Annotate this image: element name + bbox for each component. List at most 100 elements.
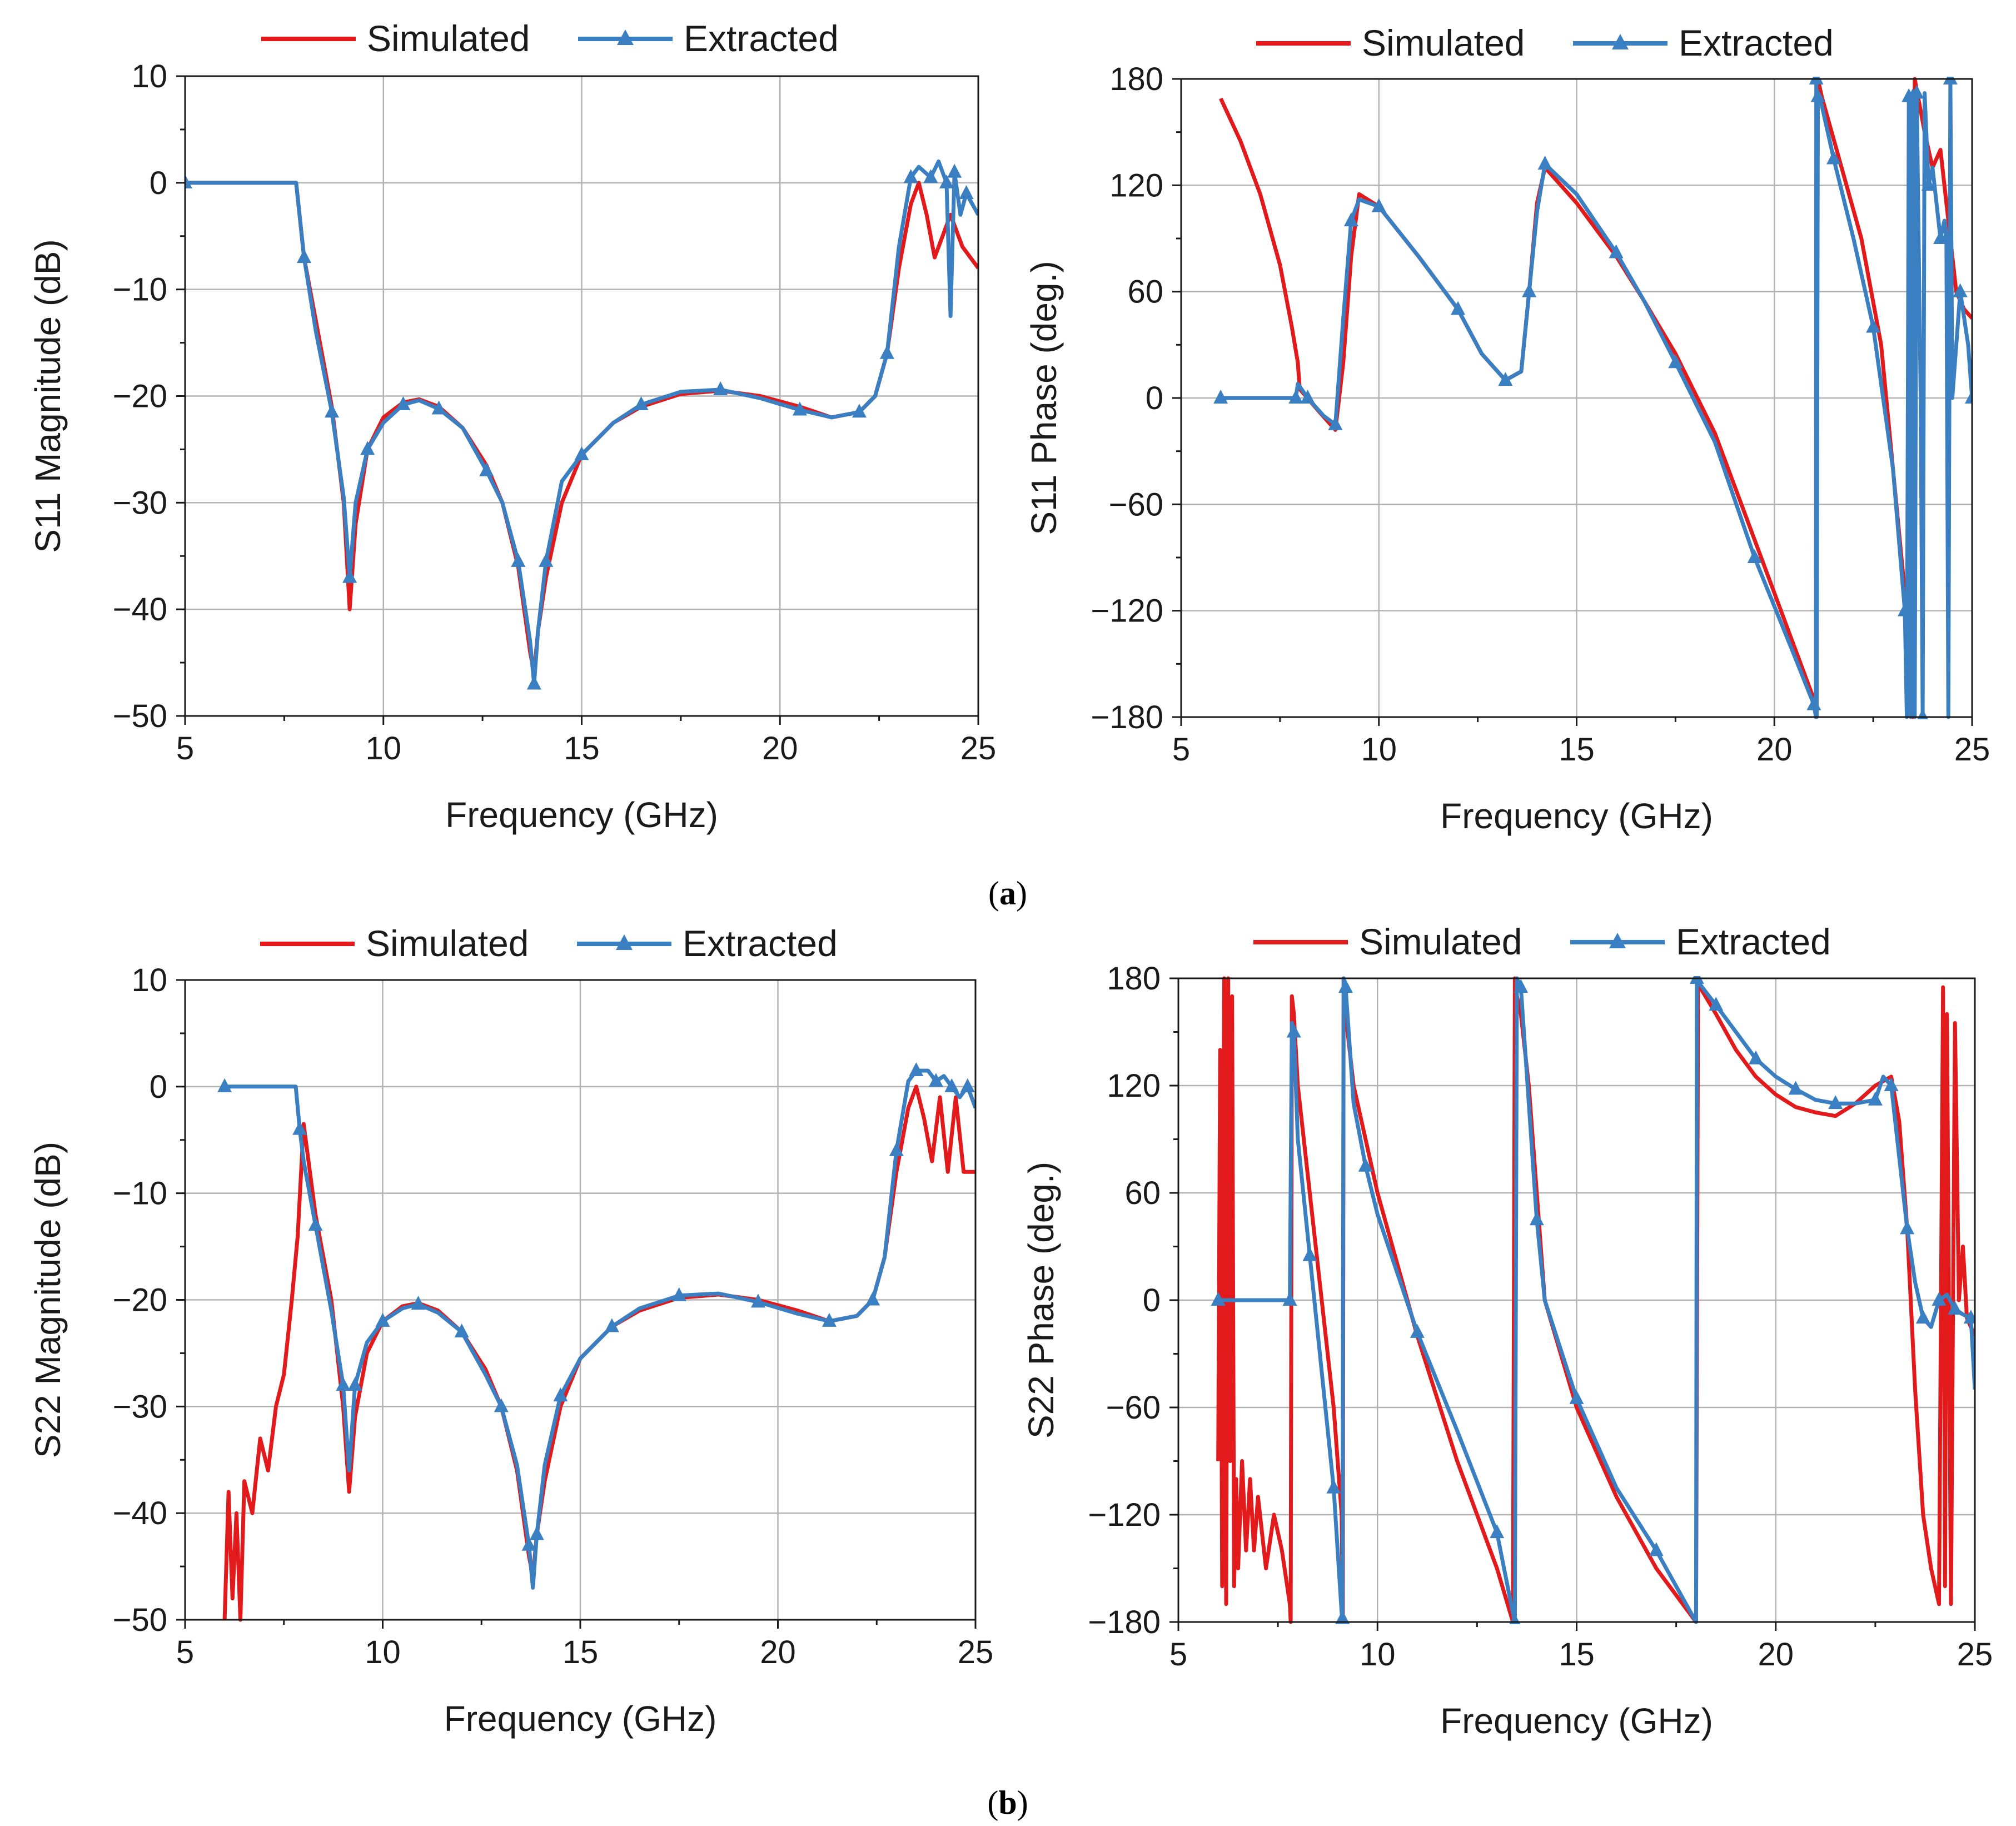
legend-marker: [617, 29, 634, 45]
data-point-marker: [526, 675, 541, 690]
data-point-marker: [1328, 416, 1343, 430]
x-tick-label: 5: [1172, 732, 1190, 768]
data-point-marker: [1900, 1220, 1915, 1235]
legend: Simulated Extracted: [1253, 921, 1831, 962]
legend: Simulated Extracted: [261, 18, 839, 59]
x-tick-label: 15: [564, 730, 600, 767]
data-point-marker: [1915, 1310, 1930, 1324]
x-tick-label: 5: [1169, 1636, 1187, 1673]
y-tick-label: 180: [1107, 961, 1161, 997]
data-point-marker: [1932, 1292, 1947, 1306]
data-point-marker: [960, 1078, 975, 1092]
data-point-marker: [822, 1312, 837, 1327]
data-point-marker: [1522, 283, 1537, 297]
y-tick-label: −50: [113, 698, 167, 734]
data-point-marker: [396, 396, 411, 410]
data-point-marker: [1326, 1479, 1341, 1494]
data-point-marker: [671, 1287, 686, 1301]
data-point-marker: [1689, 976, 1704, 984]
data-point-marker: [360, 441, 375, 455]
y-tick-label: −30: [113, 1389, 167, 1425]
legend: Simulated Extracted: [1256, 22, 1834, 63]
data-point-marker: [1898, 602, 1913, 616]
data-point-marker: [1963, 1310, 1975, 1324]
plot-area: [185, 160, 978, 690]
data-point-marker: [308, 1217, 323, 1231]
data-point-marker: [792, 401, 807, 416]
data-point-marker: [539, 553, 554, 567]
legend-marker: [1609, 933, 1626, 948]
plot-frame: [1177, 977, 1976, 1623]
legend-marker: [1612, 34, 1629, 49]
data-point-marker: [411, 1296, 426, 1310]
y-tick-label: −40: [113, 1495, 167, 1531]
x-tick-label: 25: [958, 1634, 994, 1670]
y-tick-label: −60: [1106, 1390, 1161, 1426]
y-tick-label: −180: [1088, 1604, 1161, 1640]
y-tick-label: 0: [150, 1069, 167, 1105]
y-tick-label: 120: [1107, 1068, 1161, 1104]
data-point-marker: [1909, 84, 1924, 99]
y-tick-label: 60: [1127, 274, 1163, 310]
data-point-marker: [521, 1536, 536, 1551]
data-point-marker: [297, 249, 312, 263]
data-point-marker: [1788, 1081, 1803, 1095]
y-tick-label: −10: [113, 1176, 167, 1212]
data-point-marker: [1921, 177, 1936, 191]
x-tick-label: 20: [1758, 1636, 1794, 1673]
data-point-marker: [1569, 1390, 1584, 1404]
x-tick-label: 25: [1957, 1636, 1993, 1673]
plot-frame: [184, 979, 977, 1621]
x-tick-label: 5: [176, 1634, 194, 1670]
data-point-marker: [511, 553, 526, 567]
x-tick-label: 20: [760, 1634, 796, 1670]
data-point-marker: [713, 381, 728, 395]
x-axis-label: Frequency (GHz): [445, 795, 718, 835]
data-point-marker: [553, 1387, 568, 1402]
data-point-marker: [1529, 1211, 1544, 1226]
data-point-marker: [1371, 198, 1386, 212]
data-point-marker: [1709, 997, 1724, 1011]
y-tick-label: 0: [1143, 1282, 1161, 1318]
series-line-extracted: [1218, 976, 1975, 1624]
data-point-marker: [1806, 696, 1821, 710]
panel-s11-magnitude: 5 10 15 20 25 10 0 −10 −20 −30 −40 −50 Frequency (GH…: [28, 18, 996, 835]
y-axis-label: S22 Magnitude (dB): [28, 1142, 68, 1458]
caption-b: (b): [987, 1784, 1028, 1821]
data-point-marker: [574, 446, 589, 461]
data-point-marker: [336, 1376, 351, 1391]
plot-frame: [1180, 78, 1973, 718]
data-point-marker: [947, 163, 962, 178]
data-point-marker: [923, 169, 938, 183]
data-point-marker: [454, 1324, 469, 1338]
legend-label-simulated: Simulated: [367, 18, 530, 59]
data-point-marker: [1828, 1095, 1843, 1109]
data-point-marker: [1649, 1542, 1664, 1556]
data-point-marker: [217, 1078, 232, 1092]
data-point-marker: [959, 185, 974, 200]
legend-marker: [616, 934, 633, 950]
data-point-marker: [1868, 1091, 1883, 1106]
data-point-marker: [865, 1291, 880, 1306]
y-tick-label: −20: [113, 379, 167, 415]
x-tick-label: 10: [1361, 732, 1397, 768]
legend: Simulated Extracted: [260, 923, 838, 964]
data-point-marker: [939, 174, 954, 188]
data-point-marker: [1943, 77, 1958, 84]
x-axis-label: Frequency (GHz): [1440, 1701, 1713, 1741]
data-point-marker: [1211, 1292, 1226, 1306]
data-point-marker: [292, 1121, 307, 1135]
data-point-marker: [1302, 1247, 1317, 1261]
data-point-marker: [1810, 88, 1825, 102]
data-point-marker: [431, 400, 446, 415]
data-point-marker: [1335, 1610, 1350, 1624]
data-point-marker: [1948, 1301, 1963, 1315]
x-axis-label: Frequency (GHz): [444, 1699, 717, 1739]
y-axis-label: S22 Phase (deg.): [1021, 1162, 1061, 1439]
data-point-marker: [324, 404, 339, 418]
y-tick-label: −10: [113, 272, 167, 308]
data-point-marker: [1300, 390, 1315, 404]
data-point-marker: [185, 174, 192, 188]
y-tick-label: −180: [1091, 699, 1163, 735]
